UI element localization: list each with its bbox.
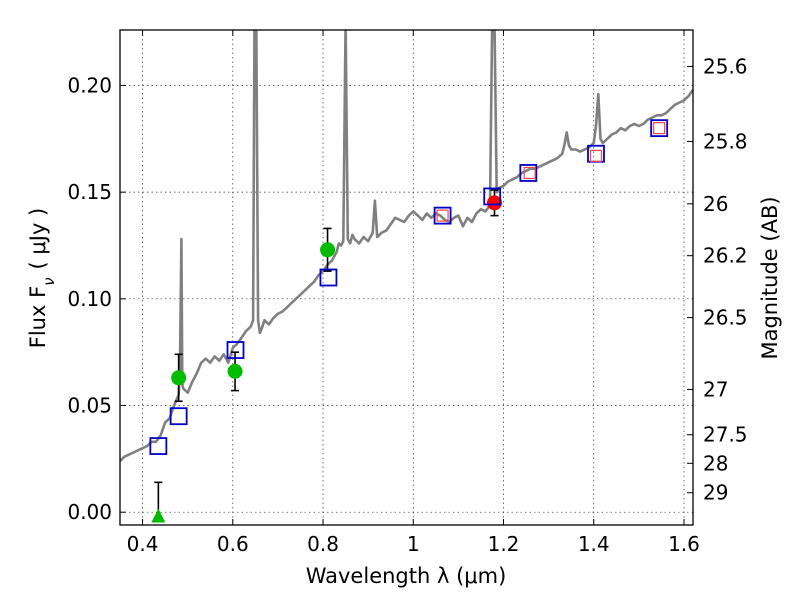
y2-axis-label: Magnitude (AB) — [758, 196, 782, 359]
x-tick-label: 1.2 — [488, 532, 520, 556]
y2-tick-label: 28 — [703, 451, 728, 475]
model-square-blue — [433, 206, 452, 225]
y2-tick-label: 25.8 — [703, 129, 748, 153]
y-axis-label-main: Flux F — [26, 286, 50, 348]
y2-tick-label: 29 — [703, 481, 728, 505]
model-square-blue — [169, 407, 188, 426]
model-square-blue — [319, 268, 338, 287]
x-axis-label: Wavelength λ (μm) — [306, 564, 507, 588]
y-axis-label-unit: ( μJy ) — [26, 208, 50, 270]
y-axis-label-group: Flux Fν ( μJy ) — [26, 208, 58, 349]
y-axis-label: Flux Fν ( μJy ) — [26, 208, 58, 349]
y-axis-ticks: 0.00 0.05 0.10 0.15 0.20 — [67, 73, 126, 524]
model-square-red — [653, 122, 666, 135]
plot-frame — [119, 29, 694, 526]
x-axis-ticks: 0.4 0.6 0.8 1 1.2 1.4 1.6 — [127, 30, 700, 556]
y2-tick-label: 26 — [703, 192, 728, 216]
y2-tick-label: 26.5 — [703, 306, 748, 330]
model-square-red — [589, 149, 603, 162]
x-tick-label: 0.4 — [127, 532, 159, 556]
y-tick-label: 0.15 — [67, 180, 112, 204]
data-point-circle — [171, 370, 187, 386]
model-square-blue — [650, 119, 669, 138]
spectrum-layer — [120, 30, 693, 462]
upper-limit-triangle — [151, 508, 166, 523]
y2-tick-label: 25.6 — [703, 54, 748, 78]
y-axis-label-sub: ν — [40, 277, 58, 285]
y-tick-label: 0.05 — [67, 394, 112, 418]
model-square-red — [523, 166, 536, 180]
x-tick-label: 1.4 — [578, 532, 610, 556]
y2-tick-label: 27.5 — [703, 423, 748, 447]
points-layer — [149, 119, 669, 523]
y2-axis-ticks: 25.6 25.8 26 26.2 26.5 27 27.5 28 29 — [687, 54, 748, 505]
y2-tick-label: 26.2 — [703, 244, 748, 268]
y2-tick-label: 27 — [703, 377, 728, 401]
spectrum-line — [120, 30, 693, 462]
x-tick-label: 0.6 — [217, 532, 249, 556]
data-point-circle — [320, 242, 336, 258]
data-point-circle — [486, 195, 502, 211]
model-square-blue — [226, 341, 245, 359]
x-tick-label: 1 — [407, 532, 420, 556]
model-square-red — [436, 209, 449, 222]
model-square-blue — [483, 187, 502, 206]
y-tick-label: 0.00 — [67, 500, 112, 524]
x-tick-label: 1.6 — [668, 532, 700, 556]
grid-lines — [120, 30, 693, 525]
y-tick-label: 0.10 — [67, 287, 112, 311]
data-point-circle — [227, 363, 243, 379]
y2-axis-label-group: Magnitude (AB) — [758, 196, 782, 359]
model-square-blue — [519, 164, 538, 182]
model-square-blue — [149, 437, 168, 455]
y-tick-label: 0.20 — [67, 73, 112, 97]
x-tick-label: 0.8 — [307, 532, 339, 556]
